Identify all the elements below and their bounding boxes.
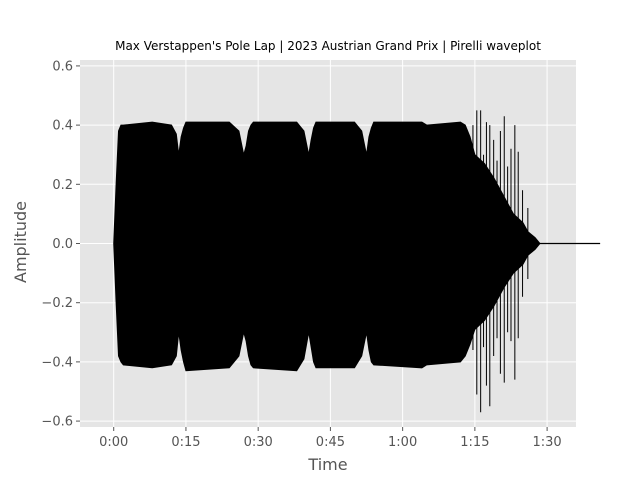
y-tick-label: −0.2 <box>41 296 73 311</box>
y-axis-ticks: −0.6 −0.4 −0.2 0.0 0.2 0.4 0.6 <box>41 59 80 430</box>
x-tick-label: 0:15 <box>171 435 200 450</box>
x-axis-ticks: 0:00 0:15 0:30 0:45 1:00 1:15 1:30 <box>99 427 562 450</box>
waveform-envelope <box>113 121 601 372</box>
x-tick-label: 0:45 <box>316 435 345 450</box>
y-tick-label: −0.6 <box>41 415 73 430</box>
y-tick-label: 0.2 <box>52 178 73 193</box>
x-tick-label: 1:15 <box>460 435 489 450</box>
x-axis-label: Time <box>307 455 347 474</box>
y-tick-label: −0.4 <box>41 355 73 370</box>
x-tick-label: 1:00 <box>388 435 417 450</box>
chart-title: Max Verstappen's Pole Lap | 2023 Austria… <box>115 39 541 53</box>
x-tick-label: 0:00 <box>99 435 128 450</box>
y-tick-label: 0.6 <box>52 59 73 74</box>
y-axis-label: Amplitude <box>11 201 30 283</box>
x-tick-label: 0:30 <box>244 435 273 450</box>
y-tick-label: 0.0 <box>52 237 73 252</box>
y-tick-label: 0.4 <box>52 119 73 134</box>
waveform <box>113 110 601 413</box>
x-tick-label: 1:30 <box>533 435 562 450</box>
